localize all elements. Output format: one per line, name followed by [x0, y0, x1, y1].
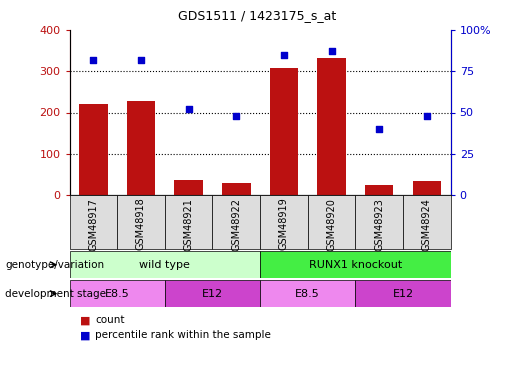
- Text: GSM48921: GSM48921: [184, 198, 194, 250]
- Bar: [117, 195, 165, 249]
- Bar: [317, 58, 346, 195]
- Text: ■: ■: [80, 330, 90, 340]
- Text: E12: E12: [202, 289, 223, 298]
- Text: GSM48922: GSM48922: [231, 198, 241, 251]
- Point: [232, 113, 241, 119]
- Bar: [165, 195, 212, 249]
- Point: [280, 52, 288, 58]
- Point: [184, 106, 193, 112]
- Bar: [79, 104, 108, 195]
- Text: E8.5: E8.5: [105, 289, 130, 298]
- Text: genotype/variation: genotype/variation: [5, 260, 104, 270]
- Bar: [127, 101, 155, 195]
- Point: [89, 57, 97, 63]
- Bar: [403, 195, 451, 249]
- Text: E8.5: E8.5: [295, 289, 320, 298]
- Point: [137, 57, 145, 63]
- Bar: [260, 280, 355, 307]
- Text: GSM48924: GSM48924: [422, 198, 432, 250]
- Bar: [165, 280, 260, 307]
- Text: GSM48923: GSM48923: [374, 198, 384, 250]
- Text: GSM48917: GSM48917: [89, 198, 98, 250]
- Bar: [70, 280, 165, 307]
- Bar: [413, 181, 441, 195]
- Bar: [270, 68, 298, 195]
- Text: GDS1511 / 1423175_s_at: GDS1511 / 1423175_s_at: [178, 9, 337, 22]
- Text: GSM48918: GSM48918: [136, 198, 146, 250]
- Text: wild type: wild type: [140, 260, 190, 270]
- Bar: [174, 180, 203, 195]
- Text: GSM48920: GSM48920: [327, 198, 336, 250]
- Bar: [213, 195, 260, 249]
- Bar: [70, 195, 117, 249]
- Bar: [355, 195, 403, 249]
- Bar: [70, 251, 260, 278]
- Bar: [307, 195, 355, 249]
- Point: [423, 113, 431, 119]
- Bar: [260, 195, 308, 249]
- Text: E12: E12: [392, 289, 414, 298]
- Bar: [355, 280, 451, 307]
- Bar: [260, 251, 451, 278]
- Text: development stage: development stage: [5, 289, 106, 298]
- Text: GSM48919: GSM48919: [279, 198, 289, 250]
- Text: RUNX1 knockout: RUNX1 knockout: [308, 260, 402, 270]
- Bar: [222, 183, 250, 195]
- Text: ■: ■: [80, 315, 90, 325]
- Point: [375, 126, 383, 132]
- Bar: [365, 185, 393, 195]
- Text: percentile rank within the sample: percentile rank within the sample: [95, 330, 271, 340]
- Text: count: count: [95, 315, 125, 325]
- Point: [328, 48, 336, 54]
